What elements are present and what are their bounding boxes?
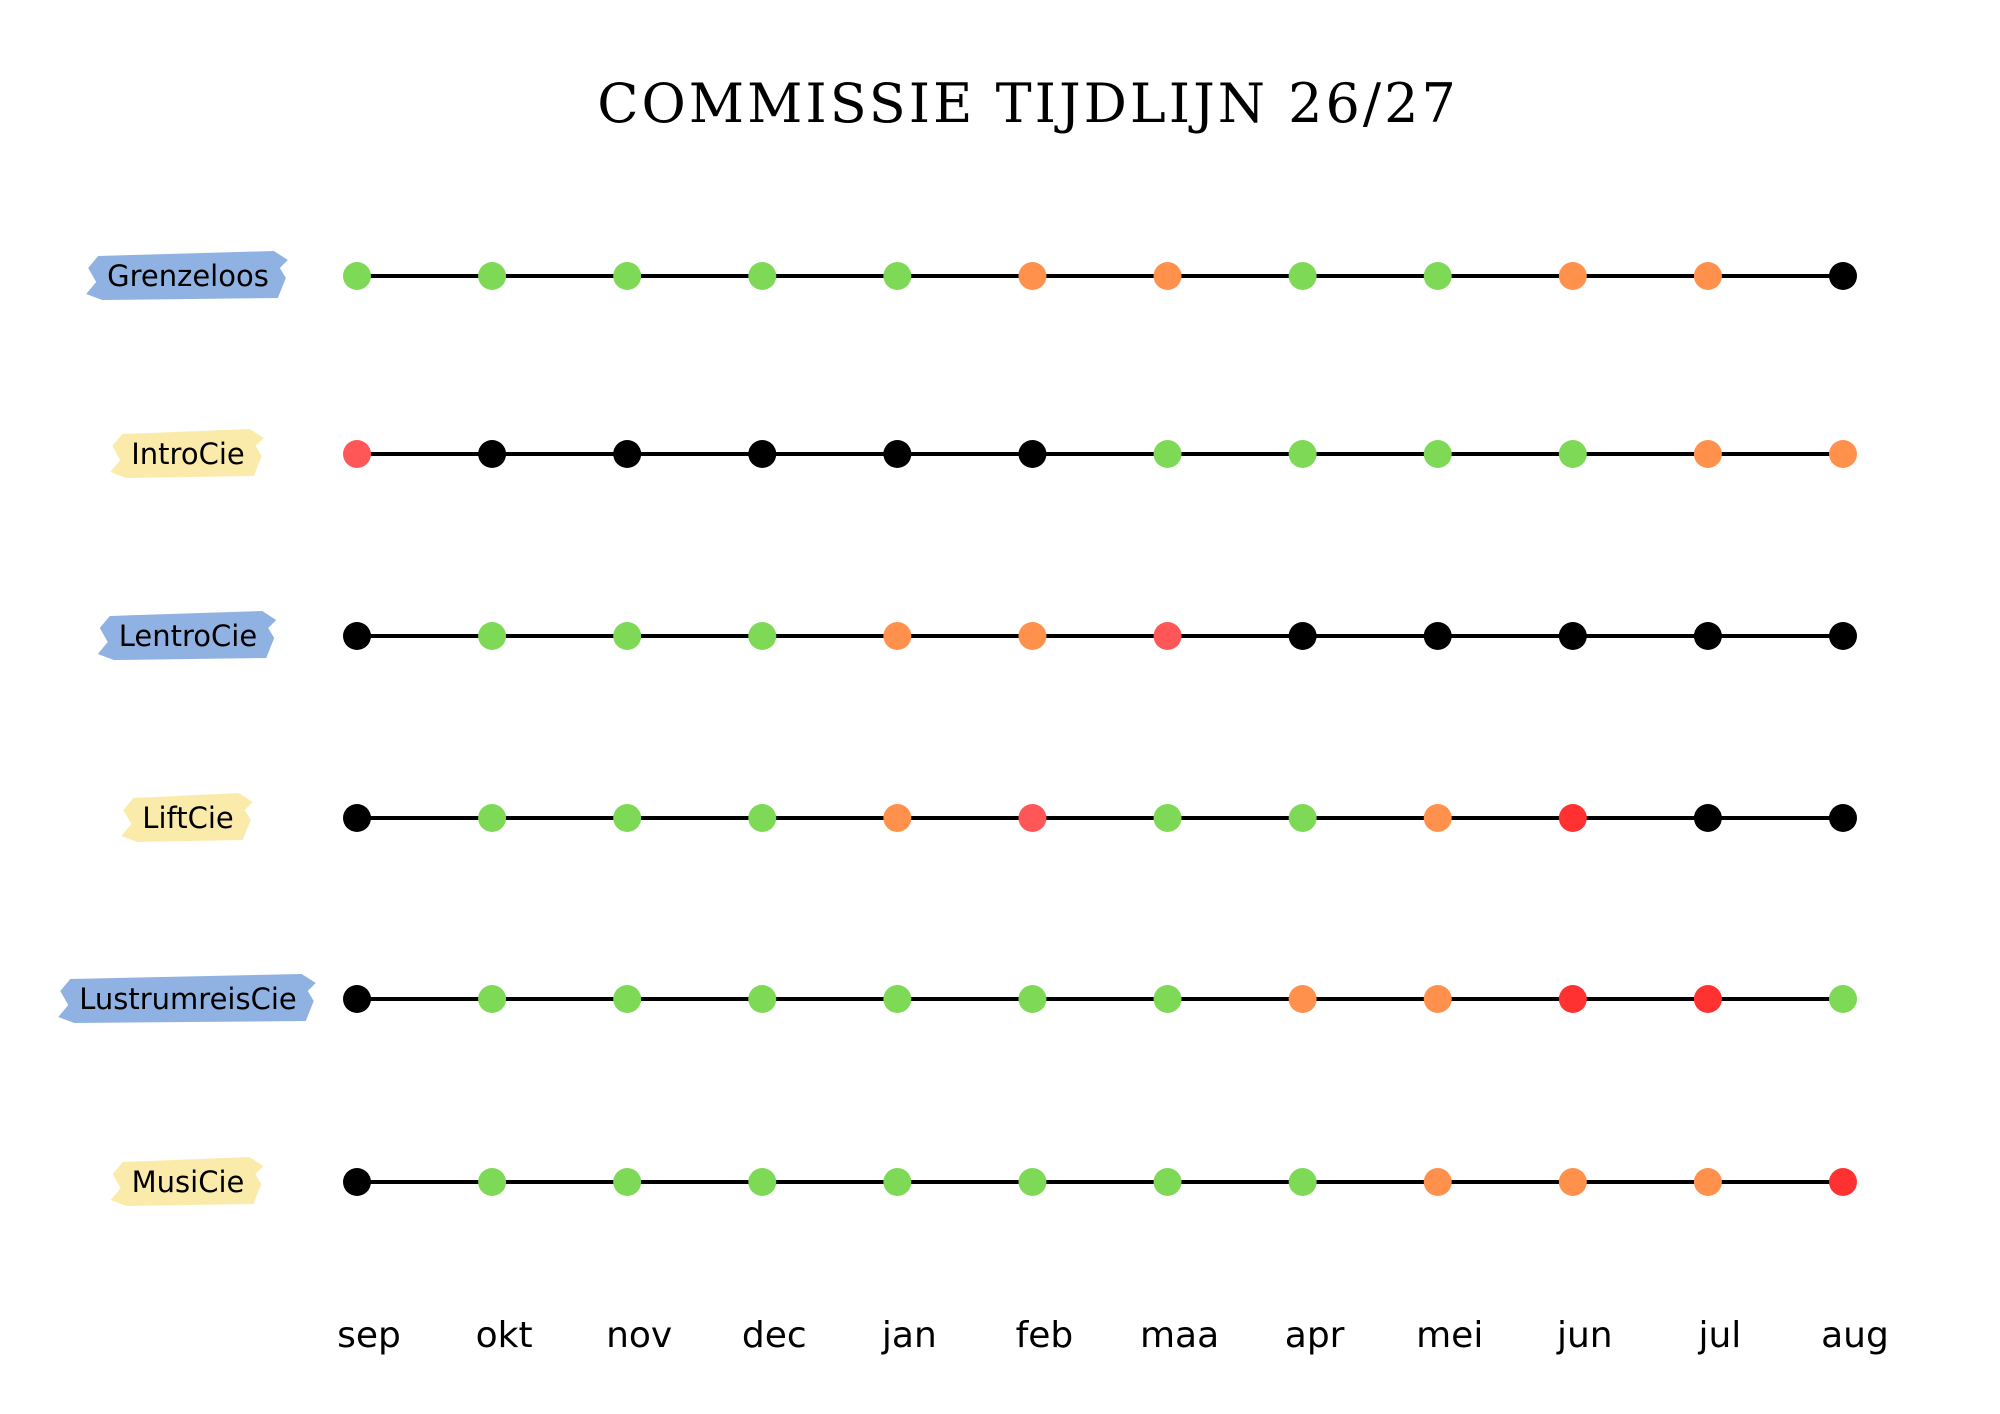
status-dot: [1423, 1168, 1452, 1196]
status-dot: [613, 804, 642, 832]
label-highlight: [58, 974, 316, 1023]
status-dot: [1288, 985, 1317, 1013]
month-label: mei: [1416, 1315, 1483, 1356]
status-dot: [1558, 622, 1587, 650]
status-dot: [748, 262, 777, 290]
status-dot: [748, 804, 777, 832]
label-highlight: [110, 429, 264, 478]
label-highlight: [86, 251, 288, 300]
status-dot: [1153, 622, 1182, 650]
month-label: jun: [1556, 1315, 1613, 1356]
status-dot: [883, 440, 912, 468]
row-label: LustrumreisCie: [79, 982, 297, 1016]
status-dot: [883, 804, 912, 832]
status-dot: [343, 985, 371, 1013]
status-dot: [1153, 985, 1182, 1013]
status-dot: [1558, 804, 1587, 832]
status-dot: [1693, 804, 1722, 832]
status-dot: [1423, 440, 1452, 468]
status-dot: [478, 985, 507, 1013]
status-dot: [343, 804, 371, 832]
row-label: IntroCie: [131, 437, 244, 471]
status-dot: [1693, 1168, 1722, 1196]
status-dot: [1693, 440, 1722, 468]
status-dot: [1288, 622, 1317, 650]
month-label: aug: [1821, 1315, 1889, 1356]
status-dot: [1018, 1168, 1047, 1196]
status-dot: [1693, 622, 1722, 650]
status-dot: [748, 985, 777, 1013]
status-dot: [1693, 262, 1722, 290]
status-dot: [748, 1168, 777, 1196]
status-dot: [1288, 440, 1317, 468]
status-dot: [748, 622, 777, 650]
status-dot: [748, 440, 777, 468]
status-dot: [883, 1168, 912, 1196]
status-dot: [478, 262, 507, 290]
status-dot: [1558, 985, 1587, 1013]
status-dot: [1153, 440, 1182, 468]
status-dot: [1018, 262, 1047, 290]
month-label: jul: [1697, 1315, 1741, 1356]
status-dot: [613, 262, 642, 290]
status-dot: [1558, 1168, 1587, 1196]
label-highlight: [121, 793, 253, 842]
month-label: nov: [606, 1315, 672, 1356]
status-dot: [883, 985, 912, 1013]
status-dot: [613, 1168, 642, 1196]
row-label: MusiCie: [132, 1165, 245, 1199]
status-dot: [1829, 1168, 1857, 1196]
status-dot: [883, 622, 912, 650]
status-dot: [1153, 804, 1182, 832]
status-dot: [1018, 985, 1047, 1013]
status-dot: [1693, 985, 1722, 1013]
month-label: okt: [476, 1315, 533, 1356]
month-label: maa: [1140, 1315, 1219, 1356]
title: COMMISSIE TIJDLIJN 26/27: [597, 72, 1459, 135]
status-dot: [1423, 985, 1452, 1013]
status-dot: [1558, 262, 1587, 290]
label-highlight: [110, 1157, 264, 1206]
status-dot: [1829, 262, 1857, 290]
status-dot: [1423, 804, 1452, 832]
status-dot: [1829, 804, 1857, 832]
status-dot: [613, 440, 642, 468]
status-dot: [478, 1168, 507, 1196]
status-dot: [1288, 804, 1317, 832]
month-label: apr: [1285, 1315, 1345, 1356]
status-dot: [1829, 985, 1857, 1013]
month-label: feb: [1016, 1315, 1074, 1356]
status-dot: [1829, 622, 1857, 650]
status-dot: [343, 440, 371, 468]
month-label: dec: [742, 1315, 807, 1356]
label-highlight: [97, 611, 277, 660]
status-dot: [343, 622, 371, 650]
status-dot: [1829, 440, 1857, 468]
status-dot: [1153, 262, 1182, 290]
status-dot: [1423, 262, 1452, 290]
status-dot: [1153, 1168, 1182, 1196]
status-dot: [1288, 1168, 1317, 1196]
status-dot: [1558, 440, 1587, 468]
month-label: sep: [337, 1315, 401, 1356]
month-label: jan: [881, 1315, 937, 1356]
status-dot: [1423, 622, 1452, 650]
status-dot: [478, 440, 507, 468]
row-label: Grenzeloos: [107, 259, 269, 293]
status-dot: [478, 804, 507, 832]
status-dot: [343, 262, 371, 290]
row-label: LentroCie: [119, 619, 257, 653]
status-dot: [613, 985, 642, 1013]
status-dot: [1018, 622, 1047, 650]
status-dot: [478, 622, 507, 650]
status-dot: [1288, 262, 1317, 290]
status-dot: [1018, 804, 1047, 832]
status-dot: [343, 1168, 371, 1196]
status-dot: [883, 262, 912, 290]
row-label: LiftCie: [142, 801, 233, 835]
status-dot: [613, 622, 642, 650]
status-dot: [1018, 440, 1047, 468]
